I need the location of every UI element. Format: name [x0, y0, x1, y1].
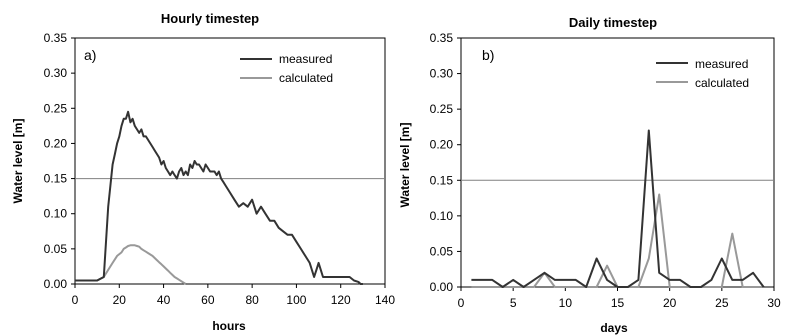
x-tick-label: 10: [559, 296, 573, 310]
plot-area: [74, 37, 386, 285]
x-tick-label: 25: [715, 296, 729, 310]
y-tick-label: 0.15: [44, 172, 68, 186]
y-tick-label: 0.15: [430, 173, 454, 187]
x-axis: 0 20 40 60 80 100 120 140: [72, 284, 395, 307]
chart-title: Daily timestep: [569, 15, 657, 30]
panel-label: a): [84, 47, 96, 63]
chart-hourly: Hourly timestep a) 0.000.050.100.150.200…: [11, 11, 395, 333]
x-tick-label: 100: [286, 293, 306, 307]
y-axis: 0.00 0.05 0.10 0.15 0.20 0.25 0.30 0.35: [44, 31, 75, 291]
y-axis: 0.00 0.05 0.10 0.15 0.20 0.25 0.30 0.35: [430, 31, 461, 294]
x-tick-label: 20: [113, 293, 127, 307]
x-tick-label: 80: [245, 293, 259, 307]
y-tick-label: 0.35: [44, 31, 68, 45]
y-tick-label: 0.10: [430, 209, 454, 223]
y-tick-label: 0.05: [430, 244, 454, 258]
series-group: [471, 129, 765, 288]
legend-label-calculated: calculated: [695, 76, 749, 90]
chart-daily: Daily timestep b) 0.000.050.100.150.200.…: [398, 15, 781, 335]
x-tick-label: 15: [611, 296, 625, 310]
x-tick-label: 0: [458, 296, 465, 310]
series-line-calculated: [75, 244, 187, 285]
y-tick-label: 0.35: [430, 31, 454, 45]
x-tick-label: 120: [331, 293, 351, 307]
x-axis-label: days: [600, 321, 628, 335]
y-tick-label: 0.20: [44, 136, 68, 150]
y-tick-label: 0.05: [44, 242, 68, 256]
chart-title: Hourly timestep: [161, 11, 259, 26]
y-tick-label: 0.30: [430, 67, 454, 81]
y-tick-label: 0.10: [44, 207, 68, 221]
legend: measured calculated: [656, 57, 749, 90]
legend-label-calculated: calculated: [279, 71, 333, 85]
legend-label-measured: measured: [279, 52, 332, 66]
x-tick-label: 40: [157, 293, 171, 307]
x-tick-label: 20: [663, 296, 677, 310]
x-axis-label: hours: [212, 319, 246, 333]
x-tick-label: 30: [767, 296, 781, 310]
y-axis-label: Water level [m]: [398, 123, 412, 208]
x-tick-label: 60: [201, 293, 215, 307]
y-tick-label: 0.25: [430, 102, 454, 116]
panel-label: b): [482, 47, 494, 63]
series-group: [75, 110, 363, 285]
y-tick-label: 0.30: [44, 66, 68, 80]
legend: measured calculated: [240, 52, 333, 85]
x-tick-label: 5: [510, 296, 517, 310]
x-axis: 0 5 10 15 20 25 30: [458, 287, 781, 310]
y-tick-label: 0.00: [44, 277, 68, 291]
y-tick-label: 0.20: [430, 138, 454, 152]
series-line-measured: [471, 129, 765, 288]
x-tick-label: 0: [72, 293, 79, 307]
series-line-measured: [75, 110, 363, 285]
series-line-calculated: [471, 193, 764, 288]
y-tick-label: 0.00: [430, 280, 454, 294]
y-axis-label: Water level [m]: [11, 119, 25, 204]
x-tick-label: 140: [375, 293, 395, 307]
legend-label-measured: measured: [695, 57, 748, 71]
y-tick-label: 0.25: [44, 101, 68, 115]
